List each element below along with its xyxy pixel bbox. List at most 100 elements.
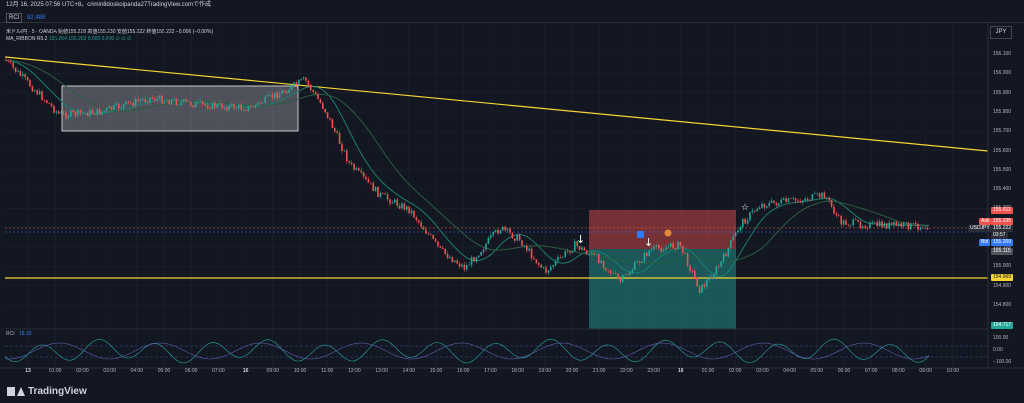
candle (312, 90, 314, 93)
candle (463, 264, 466, 270)
candle (372, 182, 374, 192)
candle (389, 199, 391, 204)
candle (907, 222, 910, 230)
currency-label[interactable]: JPY (990, 26, 1012, 39)
time-tick: 01:00 (48, 368, 62, 374)
time-tick: 01:00 (701, 368, 715, 374)
candle (293, 82, 295, 86)
candle (101, 111, 103, 115)
time-tick: 06:00 (837, 368, 851, 374)
candle (5, 60, 7, 61)
candle (226, 107, 228, 111)
candle (31, 86, 34, 92)
rci-pane-header[interactable]: RCI 18.33 (6, 331, 32, 337)
candle (562, 256, 564, 258)
candle (638, 261, 641, 263)
candle (142, 99, 144, 101)
candle (118, 103, 120, 109)
price-tick: 155.000 (993, 263, 1012, 270)
candle (156, 98, 158, 101)
candle (828, 198, 830, 201)
candle (883, 223, 886, 228)
candle (581, 247, 583, 250)
candle (190, 102, 192, 106)
candle (842, 220, 845, 225)
time-tick: 19:00 (538, 368, 552, 374)
time-tick: 02:00 (728, 368, 742, 374)
candle (667, 246, 670, 248)
candle (178, 104, 180, 106)
time-tick: 04:00 (130, 368, 144, 374)
rci-indicator-header[interactable]: RCI 92.488 (6, 13, 45, 23)
candle (341, 143, 343, 152)
candle (398, 205, 401, 209)
candle (233, 103, 235, 109)
candle (317, 93, 319, 100)
candle (269, 94, 271, 96)
candle (262, 102, 264, 104)
candle (204, 103, 206, 106)
candle (478, 255, 480, 258)
rci-pane-name: RCI (6, 331, 15, 337)
candle (898, 223, 900, 226)
price-tick: 155.100 (993, 244, 1012, 250)
candle (235, 108, 238, 109)
candle (624, 274, 626, 276)
candle (763, 203, 766, 208)
candle (396, 199, 398, 206)
time-tick: 12:00 (348, 368, 361, 374)
candle (358, 168, 360, 171)
candle (523, 245, 526, 247)
rci-line-1 (4, 338, 930, 364)
candle (202, 101, 204, 104)
candle (708, 276, 710, 281)
candle (814, 193, 816, 195)
candle (26, 77, 29, 81)
candle (718, 266, 720, 268)
candle (422, 226, 425, 230)
candle (506, 228, 509, 231)
candle (324, 108, 326, 113)
candle (727, 247, 730, 257)
candle (715, 266, 718, 275)
candle (461, 264, 463, 267)
candle (182, 99, 185, 102)
candle (696, 277, 698, 287)
time-tick: 09:00 (266, 368, 280, 374)
candle (338, 132, 341, 144)
candle (367, 178, 370, 183)
candle (636, 261, 638, 263)
candle (410, 210, 413, 214)
candle (283, 90, 286, 92)
candle (890, 222, 893, 225)
candle (492, 231, 494, 236)
ma-price: 155.115 (991, 248, 1013, 255)
candle (538, 263, 540, 265)
price-tick: 154.900 (993, 282, 1012, 289)
candle (766, 206, 768, 208)
candle (622, 275, 624, 282)
buy-arrow-icon: ↓ (644, 236, 653, 249)
candle (650, 249, 653, 251)
candle (655, 245, 658, 247)
bid-price: 155.209 (991, 239, 1014, 246)
candle (770, 200, 773, 203)
candle (197, 101, 199, 103)
candle (307, 80, 310, 85)
candle (84, 112, 86, 114)
candle (494, 229, 497, 232)
buy-arrow-icon: ↓ (576, 233, 585, 246)
candle (180, 101, 182, 105)
time-tick: 11:00 (321, 368, 334, 374)
candle (787, 198, 790, 202)
candle (290, 85, 293, 90)
candle (806, 198, 809, 201)
candle (288, 89, 290, 94)
candle (852, 219, 854, 226)
tradingview-logo[interactable]: TradingView (7, 386, 87, 397)
candle (446, 253, 449, 259)
candle (710, 276, 713, 279)
candle (533, 258, 535, 260)
candle (859, 221, 862, 228)
